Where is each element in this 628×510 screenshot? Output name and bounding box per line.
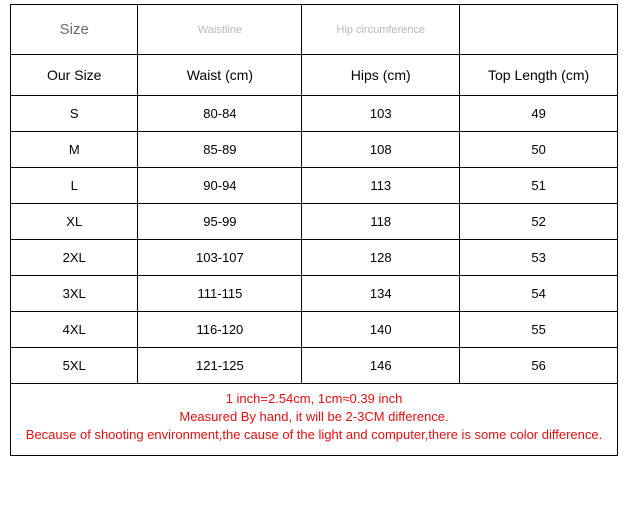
col-top-length: Top Length (cm) [460, 55, 618, 96]
table-cell: 3XL [11, 276, 138, 312]
table-row: XL95-9911852 [11, 204, 618, 240]
table-cell: XL [11, 204, 138, 240]
table-cell: 52 [460, 204, 618, 240]
table-cell: 116-120 [138, 312, 302, 348]
table-row: 5XL121-12514656 [11, 348, 618, 384]
table-cell: 4XL [11, 312, 138, 348]
table-cell: 134 [302, 276, 460, 312]
notes-block: 1 inch=2.54cm, 1cm≈0.39 inch Measured By… [10, 384, 618, 456]
note-line: Because of shooting environment,the caus… [15, 426, 613, 444]
table-row: 4XL116-12014055 [11, 312, 618, 348]
table-row: 3XL111-11513454 [11, 276, 618, 312]
table-cell: 103 [302, 96, 460, 132]
table-cell: 50 [460, 132, 618, 168]
col-waist: Waist (cm) [138, 55, 302, 96]
table-cell: L [11, 168, 138, 204]
note-line: 1 inch=2.54cm, 1cm≈0.39 inch [15, 390, 613, 408]
table-cell: 103-107 [138, 240, 302, 276]
table-cell: 55 [460, 312, 618, 348]
meta-header-waistline: Waistline [138, 5, 302, 55]
table-row: S80-8410349 [11, 96, 618, 132]
table-cell: 95-99 [138, 204, 302, 240]
table-cell: 2XL [11, 240, 138, 276]
table-cell: 51 [460, 168, 618, 204]
table-cell: 54 [460, 276, 618, 312]
table-cell: M [11, 132, 138, 168]
size-chart-table: Size Waistline Hip circumference Our Siz… [10, 4, 618, 384]
table-cell: 140 [302, 312, 460, 348]
table-cell: 56 [460, 348, 618, 384]
col-our-size: Our Size [11, 55, 138, 96]
table-cell: 108 [302, 132, 460, 168]
table-cell: S [11, 96, 138, 132]
table-cell: 5XL [11, 348, 138, 384]
table-cell: 85-89 [138, 132, 302, 168]
table-cell: 80-84 [138, 96, 302, 132]
table-cell: 111-115 [138, 276, 302, 312]
table-row: L90-9411351 [11, 168, 618, 204]
table-cell: 128 [302, 240, 460, 276]
table-cell: 118 [302, 204, 460, 240]
header-row: Our Size Waist (cm) Hips (cm) Top Length… [11, 55, 618, 96]
table-cell: 53 [460, 240, 618, 276]
meta-header-hip: Hip circumference [302, 5, 460, 55]
col-hips: Hips (cm) [302, 55, 460, 96]
table-row: 2XL103-10712853 [11, 240, 618, 276]
meta-header-blank [460, 5, 618, 55]
note-line: Measured By hand, it will be 2-3CM diffe… [15, 408, 613, 426]
table-cell: 49 [460, 96, 618, 132]
table-cell: 146 [302, 348, 460, 384]
meta-header-size: Size [11, 5, 138, 55]
table-cell: 121-125 [138, 348, 302, 384]
table-cell: 113 [302, 168, 460, 204]
table-cell: 90-94 [138, 168, 302, 204]
table-row: M85-8910850 [11, 132, 618, 168]
meta-header-row: Size Waistline Hip circumference [11, 5, 618, 55]
size-chart-body: S80-8410349M85-8910850L90-9411351XL95-99… [11, 96, 618, 384]
